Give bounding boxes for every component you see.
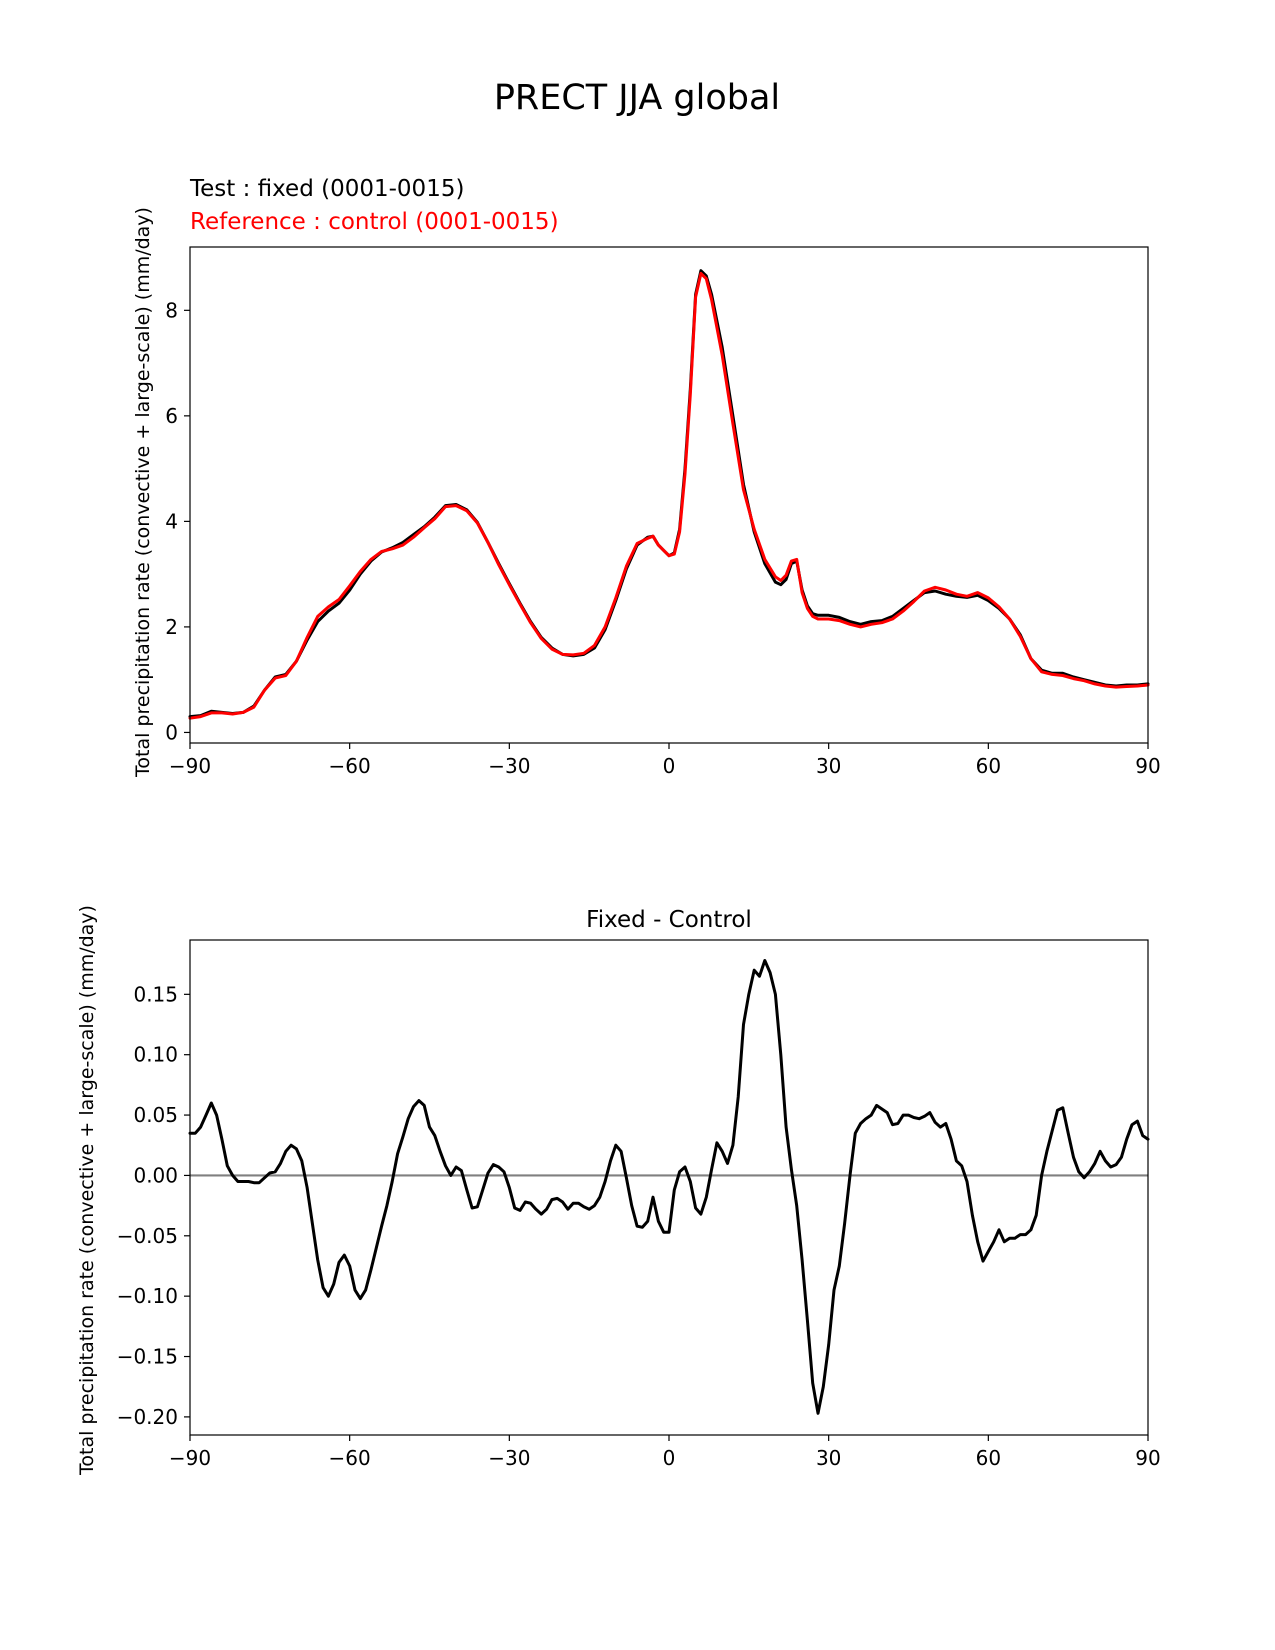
bottom-y-tick-label: −0.20 (117, 1405, 178, 1429)
bottom-y-axis-label: Total precipitation rate (convective + l… (76, 905, 98, 1476)
bottom-x-tick-label: 0 (663, 1446, 676, 1470)
top-x-tick-label: −90 (169, 754, 211, 778)
bottom-x-tick-label: 90 (1135, 1446, 1160, 1470)
top-x-tick-label: 0 (663, 754, 676, 778)
bottom-y-tick-label: −0.15 (117, 1345, 178, 1369)
top-chart-panel: Test : fixed (0001-0015) Reference : con… (132, 176, 1161, 778)
bottom-y-tick-label: −0.05 (117, 1224, 178, 1248)
top-x-axis: −90 −60 −30 0 30 60 90 (169, 743, 1161, 778)
bottom-series-group (188, 959, 1150, 1415)
top-x-tick-label: 30 (816, 754, 841, 778)
bottom-chart-panel: Fixed - Control Total precipitation rate… (76, 905, 1161, 1476)
bottom-chart-title: Fixed - Control (586, 907, 752, 933)
top-x-tick-label: −30 (488, 754, 530, 778)
bottom-x-tick-label: −90 (169, 1446, 211, 1470)
top-y-tick-label: 6 (165, 404, 178, 428)
top-y-tick-label: 4 (165, 509, 178, 533)
top-x-tick-label: −60 (329, 754, 371, 778)
figure-title: PRECT JJA global (494, 78, 780, 118)
top-y-axis-label: Total precipitation rate (convective + l… (132, 207, 154, 778)
top-y-axis: 0 2 4 6 8 (165, 298, 190, 744)
bottom-series-line-0 (188, 959, 1150, 1415)
top-x-tick-label: 90 (1135, 754, 1160, 778)
top-x-tick-label: 60 (976, 754, 1001, 778)
bottom-y-tick-label: −0.10 (117, 1284, 178, 1308)
bottom-y-axis: −0.20 −0.15 −0.10 −0.05 0.00 0.05 0.10 0.15 (117, 982, 190, 1429)
bottom-y-tick-label: 0.00 (133, 1163, 178, 1187)
test-series-label: Test : fixed (0001-0015) (189, 176, 464, 202)
bottom-x-axis: −90 −60 −30 0 30 60 90 (169, 1435, 1161, 1470)
bottom-x-tick-label: 60 (976, 1446, 1001, 1470)
bottom-y-tick-label: 0.10 (133, 1043, 178, 1067)
top-series-group (188, 269, 1150, 720)
top-series-line-1 (188, 271, 1150, 720)
reference-series-label: Reference : control (0001-0015) (190, 209, 559, 235)
top-y-tick-label: 8 (165, 298, 178, 322)
top-y-tick-label: 2 (165, 615, 178, 639)
bottom-x-tick-label: −60 (329, 1446, 371, 1470)
bottom-y-tick-label: 0.15 (133, 982, 178, 1006)
bottom-x-tick-label: −30 (488, 1446, 530, 1470)
bottom-x-tick-label: 30 (816, 1446, 841, 1470)
bottom-y-tick-label: 0.05 (133, 1103, 178, 1127)
top-y-tick-label: 0 (165, 720, 178, 744)
